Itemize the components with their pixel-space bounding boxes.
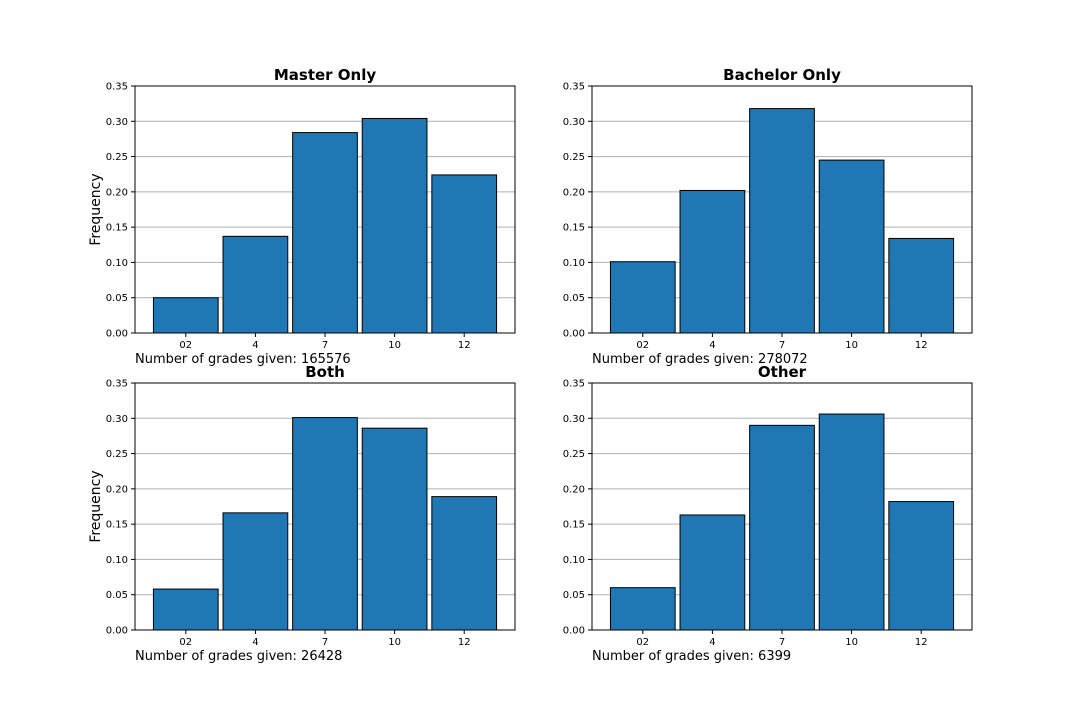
y-tick-label: 0.10 (106, 555, 128, 566)
x-tick-label: 02 (636, 340, 649, 351)
y-tick-label: 0.15 (106, 520, 128, 531)
y-tick-label: 0.00 (563, 329, 585, 340)
y-tick-label: 0.05 (106, 590, 128, 601)
bar (222, 512, 289, 631)
chart-panel: 0.00 0.05 0.10 0.15 0.20 0.25 0.30 0.35 02 4 7 10 12… (88, 66, 516, 367)
bar (361, 117, 428, 334)
x-tick-label: 02 (179, 340, 192, 351)
x-tick-label: 12 (458, 340, 471, 351)
bar (749, 108, 815, 334)
y-tick-label: 0.20 (563, 484, 585, 495)
bar (609, 587, 676, 631)
y-tick-label: 0.15 (563, 520, 585, 531)
bar (818, 159, 885, 334)
x-tick-label: 7 (322, 340, 328, 351)
y-tick-label: 0.10 (563, 258, 585, 269)
y-tick-label: 0.25 (563, 152, 585, 163)
y-axis-label: Frequency (88, 470, 104, 542)
x-tick-label: 02 (636, 637, 649, 648)
x-tick-label: 4 (252, 637, 258, 648)
bar (609, 261, 676, 334)
bar (749, 424, 815, 631)
grade-count-label: Number of grades given: 278072 (592, 352, 808, 367)
x-tick-label: 4 (709, 340, 715, 351)
axes-frame (591, 85, 973, 334)
panel-title: Master Only (274, 66, 377, 84)
y-tick-label: 0.20 (563, 187, 585, 198)
y-tick-label: 0.25 (106, 152, 128, 163)
y-tick-label: 0.30 (106, 414, 128, 425)
chart-panel: 0.00 0.05 0.10 0.15 0.20 0.25 0.30 0.35 02 4 7 10 12… (563, 66, 973, 367)
bar (679, 189, 746, 334)
y-tick-label: 0.20 (106, 187, 128, 198)
x-tick-label: 12 (458, 637, 471, 648)
panel-title: Bachelor Only (723, 66, 841, 84)
axes-frame (134, 85, 516, 334)
bar (818, 413, 885, 631)
x-tick-label: 7 (779, 637, 785, 648)
y-tick-label: 0.15 (106, 223, 128, 234)
x-tick-label: 10 (845, 637, 858, 648)
y-tick-label: 0.05 (563, 590, 585, 601)
grade-count-label: Number of grades given: 6399 (592, 649, 791, 664)
y-tick-label: 0.05 (563, 293, 585, 304)
panel-title: Both (305, 363, 345, 381)
bar (152, 588, 219, 631)
x-tick-label: 12 (915, 637, 928, 648)
grade-count-label: Number of grades given: 165576 (135, 352, 351, 367)
chart-panel: 0.00 0.05 0.10 0.15 0.20 0.25 0.30 0.35 02 4 7 10 12… (563, 363, 973, 664)
y-tick-label: 0.35 (106, 82, 128, 93)
y-tick-label: 0.10 (106, 258, 128, 269)
bar (431, 496, 498, 631)
bar (888, 237, 955, 334)
y-tick-label: 0.00 (106, 329, 128, 340)
y-tick-label: 0.35 (563, 379, 585, 390)
x-tick-label: 10 (388, 340, 401, 351)
y-tick-label: 0.25 (563, 449, 585, 460)
y-tick-label: 0.35 (106, 379, 128, 390)
x-tick-label: 4 (252, 340, 258, 351)
axes-frame (134, 382, 516, 631)
y-tick-label: 0.00 (106, 626, 128, 637)
chart-panel: 0.00 0.05 0.10 0.15 0.20 0.25 0.30 0.35 02 4 7 10 12… (88, 363, 516, 664)
bar (152, 297, 219, 334)
bar (292, 417, 358, 631)
y-tick-label: 0.35 (563, 82, 585, 93)
bar (679, 514, 746, 631)
bar (888, 501, 955, 631)
x-tick-label: 7 (779, 340, 785, 351)
y-tick-label: 0.15 (563, 223, 585, 234)
bar (222, 235, 289, 334)
x-tick-label: 7 (322, 637, 328, 648)
panel-title: Other (758, 363, 807, 381)
y-tick-label: 0.30 (106, 117, 128, 128)
y-tick-label: 0.25 (106, 449, 128, 460)
y-tick-label: 0.20 (106, 484, 128, 495)
bar (292, 132, 358, 334)
x-tick-label: 10 (845, 340, 858, 351)
y-tick-label: 0.00 (563, 626, 585, 637)
bar (361, 427, 428, 631)
y-axis-label: Frequency (88, 173, 104, 245)
y-tick-label: 0.30 (563, 117, 585, 128)
y-tick-label: 0.10 (563, 555, 585, 566)
x-tick-label: 12 (915, 340, 928, 351)
x-tick-label: 10 (388, 637, 401, 648)
y-tick-label: 0.05 (106, 293, 128, 304)
axes-frame (591, 382, 973, 631)
x-tick-label: 4 (709, 637, 715, 648)
y-tick-label: 0.30 (563, 414, 585, 425)
bar (431, 174, 498, 334)
grade-count-label: Number of grades given: 26428 (135, 649, 342, 664)
x-tick-label: 02 (179, 637, 192, 648)
